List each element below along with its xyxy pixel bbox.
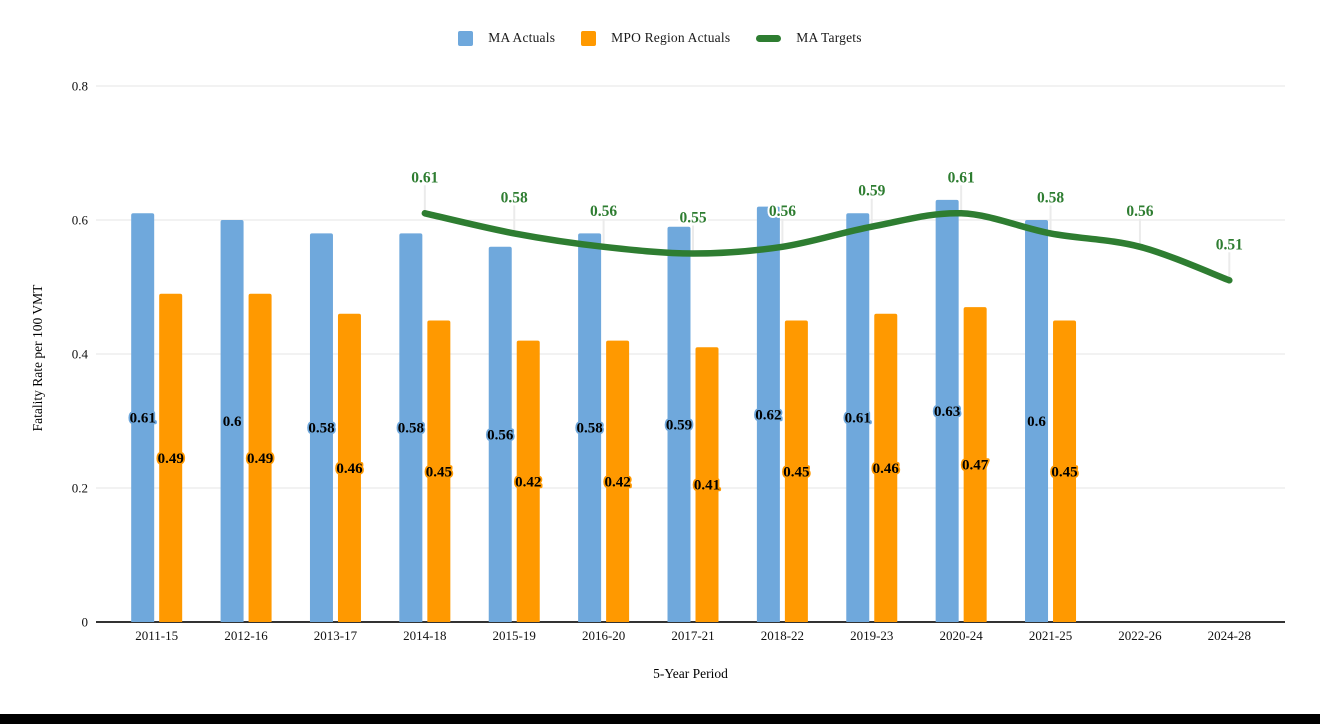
mpo-region-actuals-bar <box>248 293 272 622</box>
mpo-region-actuals-value-label: 0.45 <box>426 464 452 480</box>
mpo-region-actuals-value-label: 0.42 <box>604 474 630 490</box>
mpo-region-actuals-value-label: 0.46 <box>336 461 363 477</box>
x-tick-label: 2018-22 <box>761 628 804 643</box>
mpo-region-actuals-value-label: 0.42 <box>515 474 541 490</box>
ma-actuals-bar <box>220 220 244 622</box>
mpo-region-actuals-bar <box>516 340 540 622</box>
ma-actuals-bar <box>1025 220 1049 622</box>
x-tick-label: 2012-16 <box>224 628 268 643</box>
ma-actuals-bar <box>667 226 691 622</box>
ma-actuals-value-label: 0.59 <box>666 417 692 433</box>
ma-targets-value-label: 0.55 <box>679 210 706 227</box>
legend-item-ma-actuals: MA Actuals <box>458 30 555 46</box>
ma-targets-value-label: 0.61 <box>411 169 438 186</box>
ma-actuals-bar <box>399 233 423 622</box>
ma-actuals-value-label: 0.58 <box>576 421 602 437</box>
x-tick-label: 2022-26 <box>1118 628 1162 643</box>
ma-actuals-value-label: 0.62 <box>755 407 781 423</box>
y-tick-label: 0.8 <box>72 79 88 94</box>
y-tick-label: 0.4 <box>72 347 89 362</box>
mpo-region-actuals-bar <box>784 320 808 622</box>
y-tick-label: 0.6 <box>72 213 89 228</box>
mpo-region-actuals-bar <box>963 307 987 622</box>
mpo-region-actuals-bar <box>874 313 898 622</box>
ma-actuals-bar <box>935 199 959 622</box>
chart-legend: MA Actuals MPO Region Actuals MA Targets <box>0 30 1320 46</box>
y-tick-label: 0.2 <box>72 481 88 496</box>
ma-actuals-bar <box>488 246 512 623</box>
legend-label-ma-actuals: MA Actuals <box>488 30 556 45</box>
ma-actuals-value-label: 0.58 <box>398 421 424 437</box>
mpo-region-actuals-bar <box>159 293 183 622</box>
ma-actuals-bar <box>846 213 870 623</box>
bottom-black-bar <box>0 714 1320 724</box>
mpo-region-actuals-value-label: 0.45 <box>783 464 809 480</box>
mpo-region-actuals-value-label: 0.46 <box>873 461 900 477</box>
x-tick-label: 2017-21 <box>671 628 714 643</box>
ma-actuals-bar <box>131 213 155 623</box>
legend-label-ma-targets: MA Targets <box>796 30 862 45</box>
ma-targets-value-label: 0.51 <box>1216 236 1243 253</box>
x-tick-label: 2011-15 <box>135 628 178 643</box>
ma-actuals-swatch-icon <box>458 30 474 46</box>
ma-actuals-value-label: 0.6 <box>223 414 242 430</box>
mpo-region-actuals-bar <box>695 347 719 622</box>
ma-targets-value-label: 0.56 <box>590 203 617 220</box>
legend-label-mpo-region-actuals: MPO Region Actuals <box>611 30 731 45</box>
mpo-region-actuals-value-label: 0.41 <box>694 478 720 494</box>
ma-actuals-value-label: 0.63 <box>934 404 960 420</box>
ma-targets-value-label: 0.59 <box>858 183 885 200</box>
ma-actuals-value-label: 0.6 <box>1027 414 1046 430</box>
ma-targets-value-label: 0.61 <box>948 169 975 186</box>
mpo-region-actuals-value-label: 0.49 <box>158 451 184 467</box>
ma-targets-value-label: 0.58 <box>1037 189 1064 206</box>
mpo-region-actuals-bar <box>427 320 451 622</box>
ma-targets-line <box>421 210 1233 284</box>
mpo-region-actuals-value-label: 0.49 <box>247 451 273 467</box>
x-axis-title: 5-Year Period <box>653 666 728 681</box>
ma-actuals-bar <box>309 233 333 622</box>
ma-actuals-value-label: 0.61 <box>845 411 871 427</box>
mpo-region-actuals-value-label: 0.45 <box>1051 464 1077 480</box>
mpo-region-actuals-bar <box>1053 320 1077 622</box>
x-tick-label: 2020-24 <box>939 628 983 643</box>
mpo-region-actuals-bar <box>337 313 361 622</box>
y-tick-label: 0 <box>82 615 89 630</box>
x-tick-label: 2014-18 <box>403 628 446 643</box>
x-tick-label: 2016-20 <box>582 628 625 643</box>
x-tick-label: 2019-23 <box>850 628 893 643</box>
legend-item-mpo-region-actuals: MPO Region Actuals <box>581 30 730 46</box>
x-tick-label: 2024-28 <box>1208 628 1251 643</box>
mpo-region-actuals-value-label: 0.47 <box>962 458 989 474</box>
ma-actuals-value-label: 0.61 <box>130 411 156 427</box>
x-tick-label: 2015-19 <box>493 628 536 643</box>
ma-actuals-value-label: 0.56 <box>487 427 514 443</box>
x-tick-label: 2013-17 <box>314 628 358 643</box>
ma-actuals-bar <box>578 233 602 622</box>
mpo-region-actuals-swatch-icon <box>581 30 597 46</box>
ma-targets-value-label: 0.56 <box>1126 203 1153 220</box>
legend-item-ma-targets: MA Targets <box>756 30 862 46</box>
ma-actuals-value-label: 0.58 <box>308 421 334 437</box>
mpo-region-actuals-bar <box>606 340 630 622</box>
ma-targets-swatch-icon <box>756 34 782 42</box>
ma-targets-value-label: 0.58 <box>501 189 528 206</box>
ma-actuals-bar <box>756 206 780 622</box>
ma-targets-value-label: 0.56 <box>769 203 796 220</box>
x-tick-label: 2021-25 <box>1029 628 1072 643</box>
